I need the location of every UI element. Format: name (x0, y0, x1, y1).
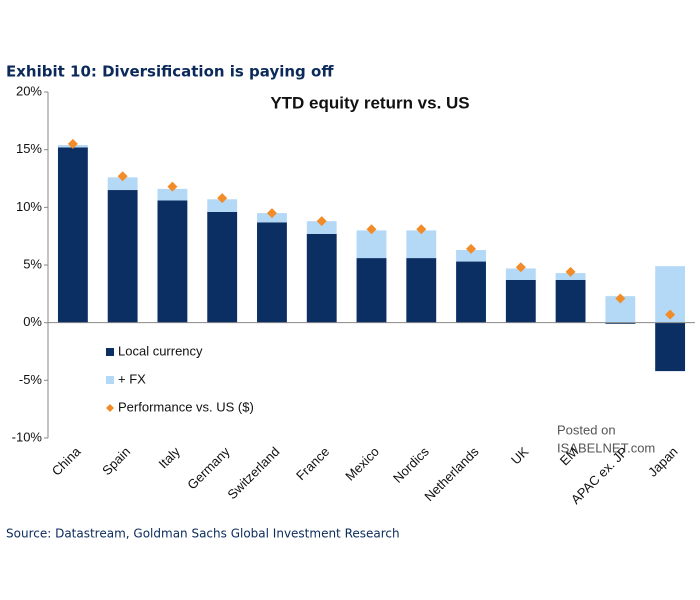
exhibit-title: Exhibit 10: Diversification is paying of… (6, 63, 334, 81)
performance-marker (665, 309, 676, 320)
bar (257, 222, 287, 323)
bar (456, 250, 486, 262)
bar (107, 190, 138, 323)
x-tick-label: Spain (99, 444, 133, 478)
x-tick-label: France (293, 444, 332, 483)
bar (207, 211, 238, 323)
y-tick-label: 15% (16, 141, 42, 156)
bar (107, 177, 138, 191)
legend-label: + FX (118, 371, 146, 386)
performance-marker (615, 293, 626, 304)
bar (356, 230, 387, 259)
bar (157, 200, 188, 323)
bar (555, 279, 586, 323)
performance-marker (266, 208, 277, 219)
bar (356, 258, 387, 323)
bar (505, 279, 536, 323)
bar (456, 261, 486, 323)
performance-marker (366, 224, 377, 235)
source: Source: Datastream, Goldman Sachs Global… (6, 527, 400, 541)
performance-marker (217, 193, 228, 204)
y-tick-label: 5% (23, 256, 42, 271)
bar (505, 268, 536, 280)
y-tick-label: -5% (19, 372, 43, 387)
x-tick-label: Germany (184, 444, 233, 493)
x-tick-label: Mexico (342, 444, 382, 484)
watermark: ISABELNET.com (557, 440, 655, 455)
performance-marker (67, 138, 78, 149)
x-tick-label: Switzerland (224, 444, 282, 502)
bar (406, 258, 437, 323)
x-tick-label: Nordics (390, 444, 432, 486)
x-tick-label: China (49, 443, 84, 478)
x-tick-label: Italy (156, 444, 184, 472)
y-tick-label: 10% (16, 199, 42, 214)
chart-title: YTD equity return vs. US (270, 93, 469, 112)
legend-swatch (106, 348, 114, 356)
y-tick-label: 0% (23, 314, 42, 329)
bar (306, 233, 337, 323)
legend-label: Local currency (118, 343, 203, 358)
legend-marker (106, 404, 114, 412)
y-tick-label: 20% (16, 83, 42, 98)
performance-marker (117, 171, 128, 182)
bar (207, 199, 238, 212)
performance-marker (565, 266, 576, 277)
bar (157, 188, 188, 201)
performance-marker (515, 262, 526, 273)
bar (406, 230, 437, 259)
performance-marker (167, 181, 178, 192)
y-tick-label: -10% (12, 429, 43, 444)
watermark: Posted on (557, 422, 616, 437)
bar (57, 147, 88, 323)
bar (306, 221, 337, 234)
bar (605, 322, 636, 324)
performance-marker (416, 224, 427, 235)
bar (655, 322, 686, 372)
legend-label: Performance vs. US ($) (118, 399, 254, 414)
legend-swatch (106, 376, 114, 384)
x-tick-label: Netherlands (421, 444, 482, 505)
performance-marker (466, 243, 477, 254)
performance-marker (316, 216, 327, 227)
x-tick-label: UK (508, 444, 532, 468)
